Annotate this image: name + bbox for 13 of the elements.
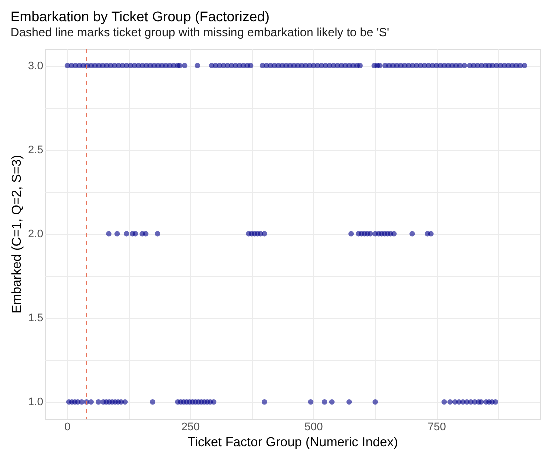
y-tick-label: 3.0 bbox=[28, 60, 44, 72]
x-tick-label: 750 bbox=[428, 422, 446, 434]
x-tick-label: 500 bbox=[304, 422, 324, 434]
chart-subtitle: Dashed line marks ticket group with missing embarkation likely to be 'S' bbox=[10, 26, 390, 40]
x-tick-label: 0 bbox=[64, 422, 71, 434]
x-tick-label: 250 bbox=[182, 422, 200, 434]
y-tick-label: 2.0 bbox=[28, 228, 44, 240]
chart-title: Embarkation by Ticket Group (Factorized) bbox=[10, 8, 270, 24]
y-axis-title: Embarked (C=1, Q=2, S=3) bbox=[9, 155, 24, 314]
y-tick-label: 1.0 bbox=[28, 396, 44, 409]
x-axis-title: Ticket Factor Group (Numeric Index) bbox=[188, 434, 398, 450]
y-tick-label: 2.5 bbox=[28, 144, 44, 156]
y-tick-label: 1.5 bbox=[28, 312, 44, 325]
